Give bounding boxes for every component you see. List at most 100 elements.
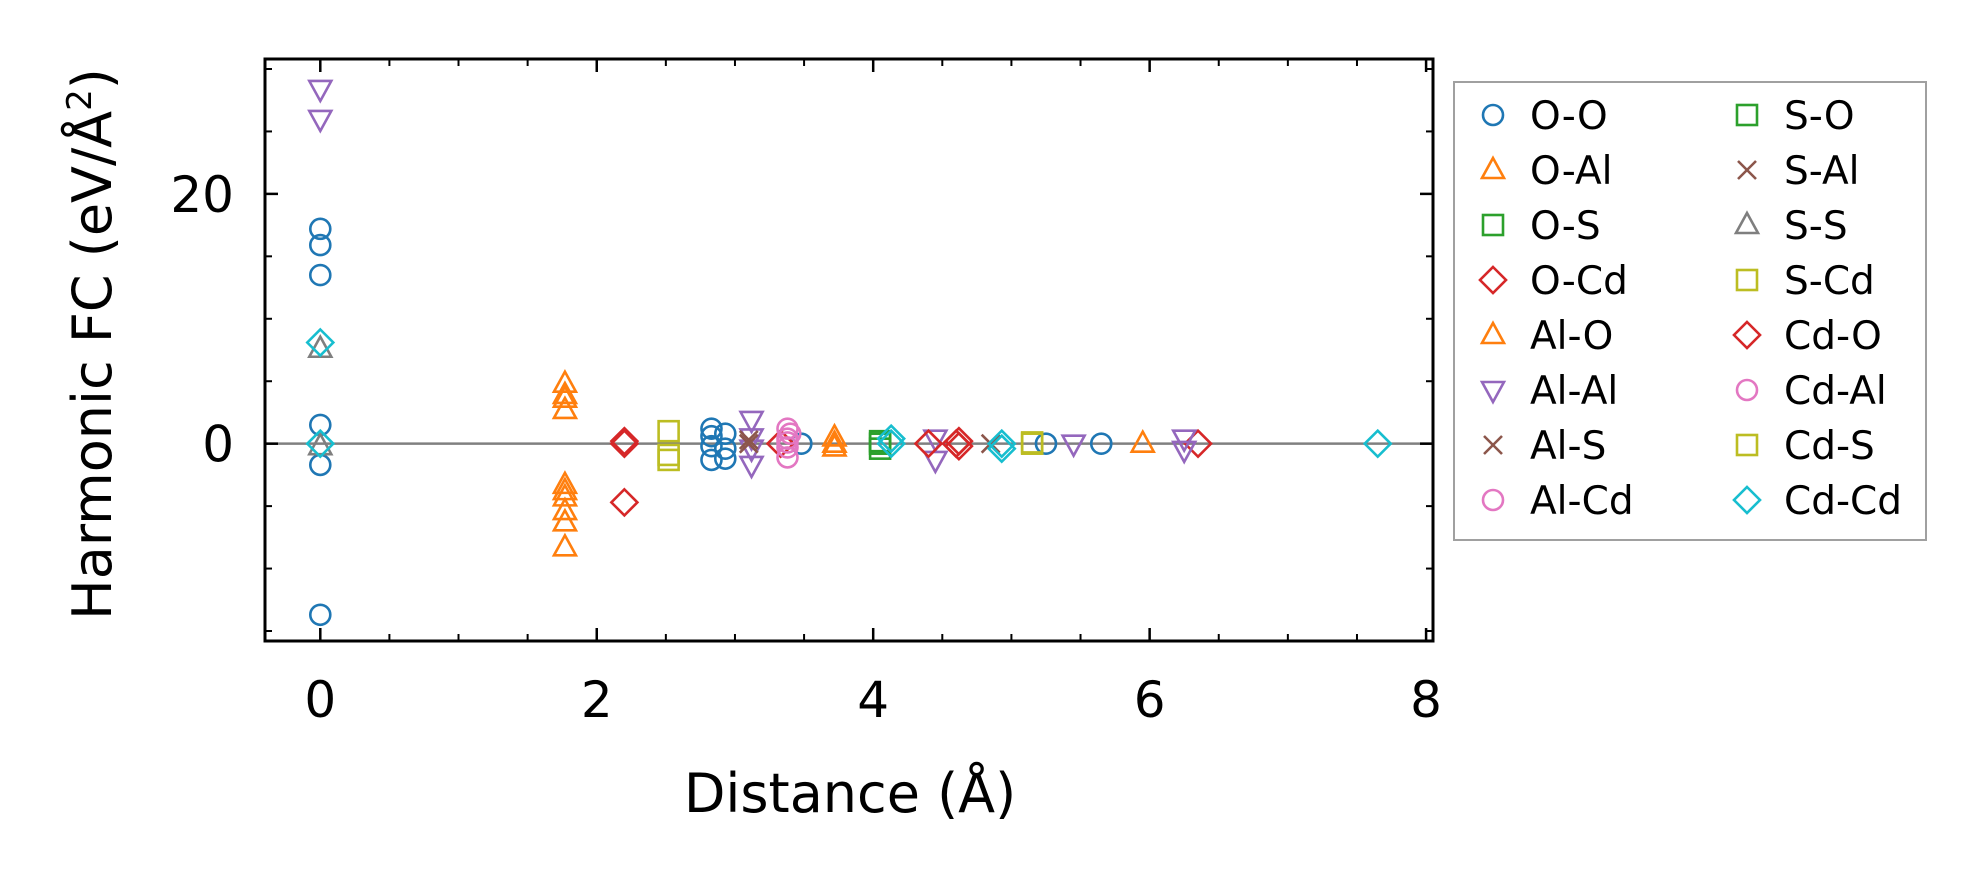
point-al-al-2 [738, 410, 765, 435]
point-cd-cd-4 [986, 428, 1017, 459]
point-o-o-1 [308, 233, 332, 257]
point-s-cd-0 [657, 419, 680, 443]
point-cd-cd-3 [876, 423, 906, 454]
legend-marker-o-s [1481, 213, 1505, 237]
legend-marker-cd-s [1735, 433, 1759, 457]
x-tick-label: 0 [304, 671, 336, 729]
point-o-al-3 [551, 470, 579, 495]
point-o-o-9 [700, 448, 723, 472]
point-cd-cd-5 [986, 433, 1017, 464]
point-al-o-1 [551, 476, 579, 501]
point-o-o-12 [713, 447, 737, 470]
legend-label-o-al: O-Al [1530, 149, 1613, 194]
point-o-o-8 [700, 434, 723, 458]
point-o-al-10 [1129, 428, 1156, 453]
point-al-o-0 [551, 380, 579, 405]
series-s-o [868, 432, 892, 455]
series-cd-al [776, 431, 799, 454]
point-o-al-2 [551, 395, 579, 420]
point-al-s-0 [738, 433, 759, 454]
point-o-o-14 [1034, 432, 1058, 455]
legend-marker-cd-o [1732, 320, 1762, 350]
point-s-o-0 [868, 432, 892, 455]
legend-marker-cd-al [1735, 378, 1759, 402]
legend-marker-s-cd [1735, 268, 1759, 292]
point-o-o-7 [700, 424, 723, 448]
point-cd-o-3 [944, 431, 974, 462]
point-o-al-4 [551, 482, 579, 507]
x-axis-title: Distance (Å) [684, 761, 1016, 825]
point-o-o-15 [1089, 432, 1113, 455]
point-o-al-8 [821, 422, 848, 447]
point-cd-cd-1 [305, 428, 336, 459]
point-s-al-0 [738, 430, 759, 450]
point-o-o-5 [308, 603, 332, 627]
legend-label-al-o: Al-O [1530, 314, 1613, 359]
legend-marker-o-al [1479, 155, 1507, 180]
legend-label-o-s: O-S [1530, 204, 1601, 249]
legend-marker-al-cd [1481, 488, 1505, 512]
y-axis-title-superscript: 2 [60, 89, 100, 111]
legend-marker-s-s [1733, 210, 1761, 235]
point-al-al-5 [738, 455, 765, 480]
point-o-cd-1 [609, 487, 640, 518]
point-cd-cd-0 [305, 327, 336, 358]
legend-label-al-al: Al-Al [1530, 369, 1618, 414]
legend-marker-s-o [1735, 103, 1759, 127]
point-o-al-7 [551, 532, 579, 557]
point-al-al-6 [922, 429, 949, 454]
series-o-o [308, 217, 1113, 627]
legend-label-o-cd: O-Cd [1530, 259, 1628, 304]
y-axis-title-main: Harmonic FC (eV/Å [60, 111, 124, 620]
y-tick-label: 20 [170, 166, 234, 224]
y-axis-title-close: ) [61, 68, 124, 89]
point-cd-s-1 [1020, 431, 1044, 454]
series-al-o [551, 380, 848, 501]
legend-label-s-al: S-Al [1784, 149, 1860, 194]
legend-marker-o-o [1481, 103, 1505, 127]
point-o-o-0 [308, 217, 332, 241]
point-cd-cd-2 [876, 428, 906, 459]
legend-marker-al-o [1479, 320, 1507, 345]
x-tick-label: 2 [581, 671, 613, 729]
point-al-al-10 [1170, 440, 1198, 465]
point-cd-o-1 [913, 428, 944, 459]
point-al-o-2 [821, 428, 848, 453]
series-al-al [307, 79, 1198, 480]
point-o-al-6 [551, 507, 579, 532]
point-cd-o-2 [944, 426, 974, 457]
point-al-al-1 [307, 109, 334, 134]
y-axis-title: Harmonic FC (eV/Å2) [60, 68, 124, 620]
plot-area [265, 79, 1433, 627]
plot-frame [263, 57, 1435, 643]
y-tick-label: 0 [202, 416, 234, 474]
series-s-al [738, 430, 759, 450]
x-tick-label: 6 [1134, 671, 1166, 729]
point-cd-cd-6 [1362, 428, 1393, 459]
series-al-s [738, 433, 1001, 454]
legend-marker-cd-cd [1732, 485, 1762, 515]
point-o-o-2 [308, 263, 332, 287]
point-o-al-5 [551, 496, 579, 521]
legend-label-s-cd: S-Cd [1784, 259, 1875, 304]
point-al-cd-3 [776, 446, 799, 469]
point-o-o-6 [700, 417, 723, 440]
point-s-s-1 [307, 431, 334, 456]
point-o-o-10 [713, 422, 737, 445]
legend-label-s-s: S-S [1784, 204, 1848, 249]
point-al-cd-4 [778, 422, 802, 445]
legend-label-cd-s: Cd-S [1784, 424, 1875, 469]
legend-label-al-s: Al-S [1530, 424, 1606, 469]
legend-label-o-o: O-O [1530, 94, 1608, 139]
legend-label-cd-cd: Cd-Cd [1784, 479, 1902, 524]
point-o-al-9 [821, 432, 848, 457]
series-cd-cd [305, 327, 1393, 464]
series-o-al [551, 369, 1156, 557]
point-al-al-7 [922, 450, 949, 475]
point-s-cd-1 [657, 448, 680, 472]
point-o-al-1 [551, 384, 579, 409]
legend-box [1453, 81, 1927, 541]
legend-label-s-o: S-O [1784, 94, 1855, 139]
series-cd-o [609, 426, 974, 462]
